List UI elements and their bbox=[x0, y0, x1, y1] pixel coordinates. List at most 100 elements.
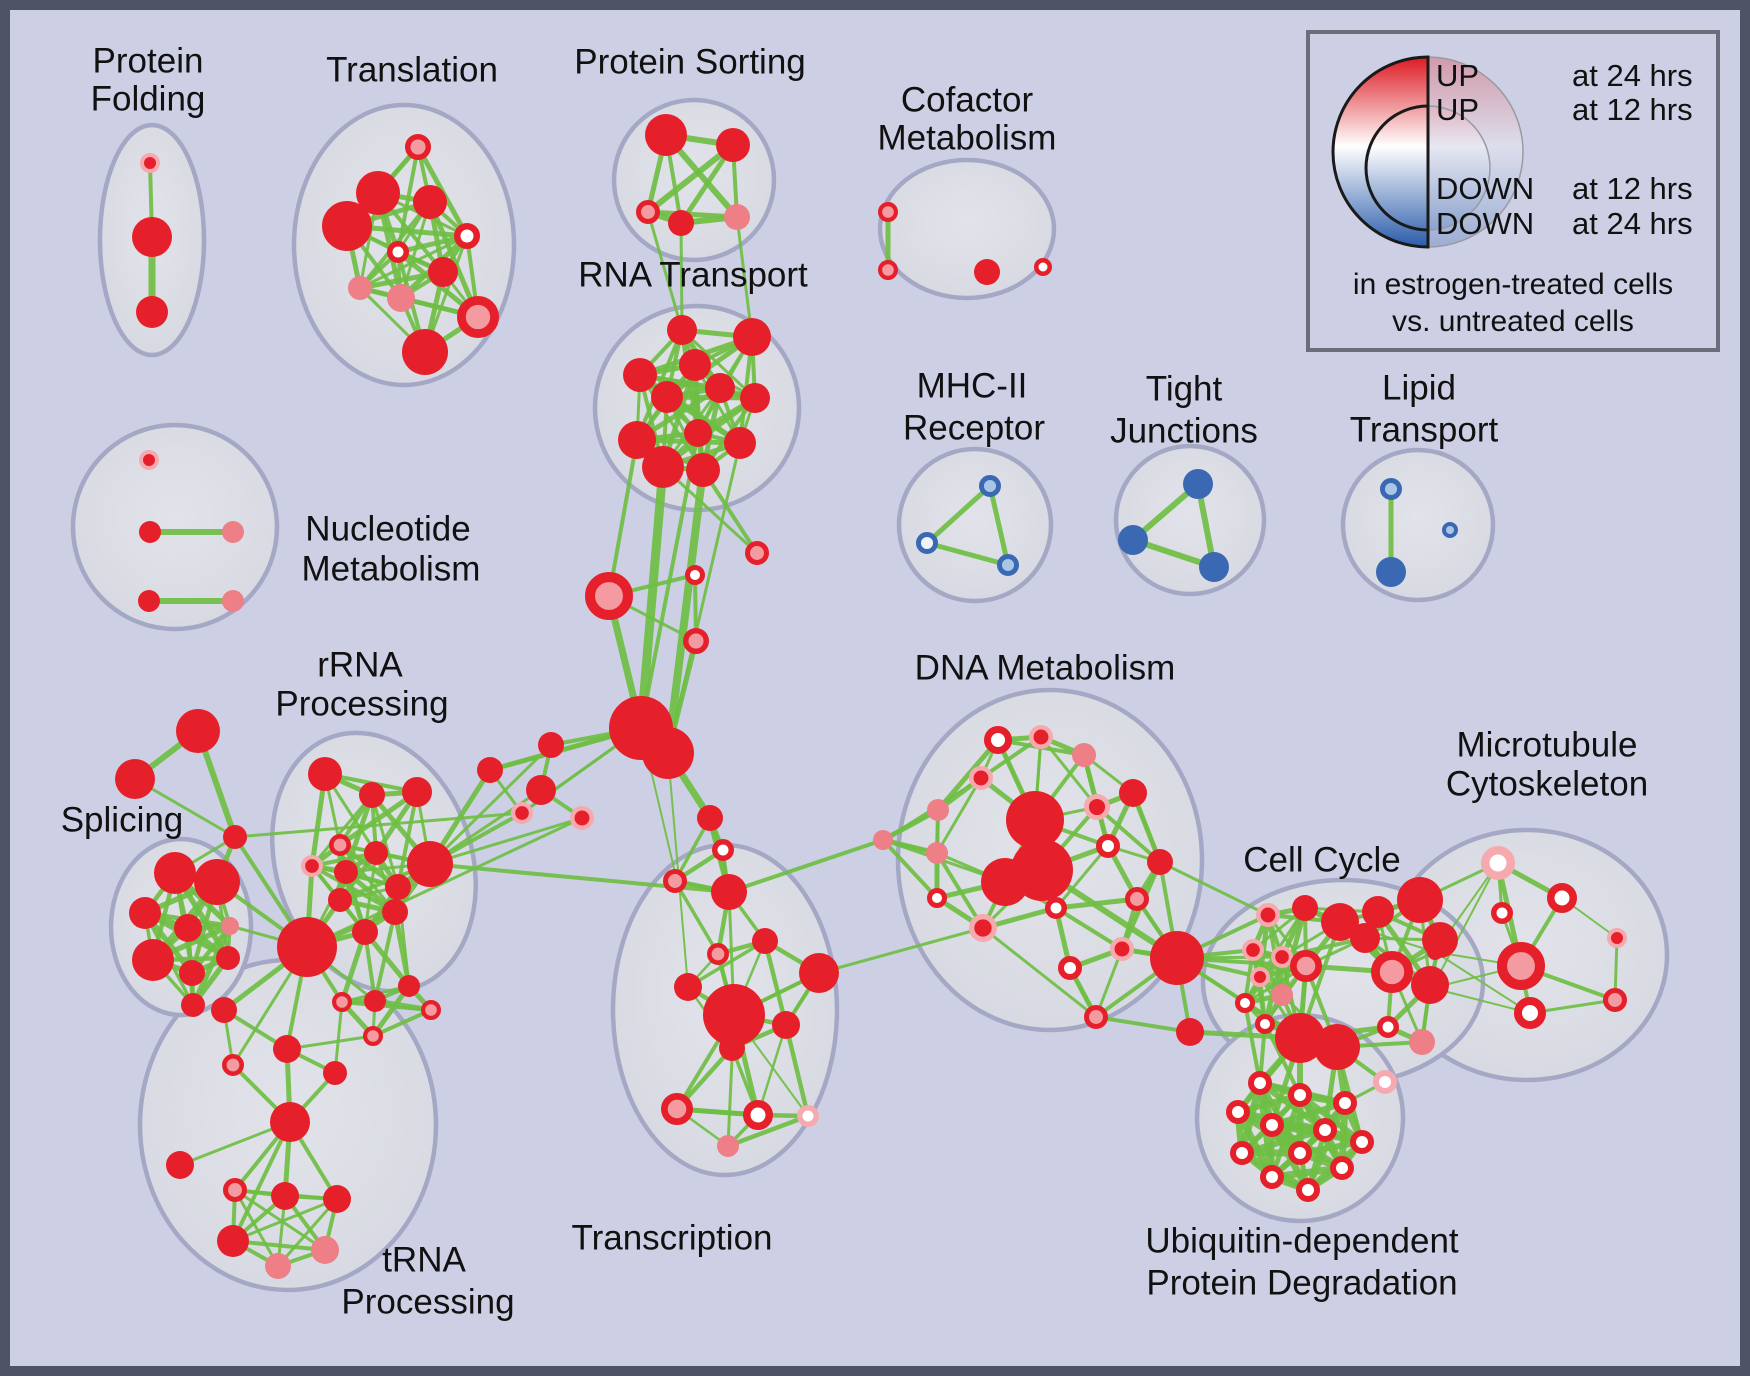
legend-caption: vs. untreated cells bbox=[1392, 305, 1634, 338]
gene-node-Rp bbox=[332, 991, 353, 1012]
gene-node-R bbox=[359, 782, 385, 808]
edge-rrna bbox=[337, 789, 420, 848]
edge-inter bbox=[428, 743, 553, 866]
cluster-ellipse-mhc bbox=[896, 446, 1054, 604]
gene-node-P bbox=[222, 521, 244, 543]
cluster-label-rna-transport: RNA Transport bbox=[578, 255, 808, 294]
cluster-label-dna: DNA Metabolism bbox=[915, 648, 1176, 687]
edge-rna-transport bbox=[680, 328, 757, 400]
gene-node-P bbox=[1409, 1029, 1435, 1055]
cluster-label-transcription: Transcription bbox=[572, 1218, 773, 1257]
gene-node-Rw bbox=[1547, 883, 1577, 913]
gene-node-pR bbox=[1256, 903, 1281, 928]
gene-node-R bbox=[684, 419, 712, 447]
gene-node-Rp bbox=[660, 1092, 693, 1125]
gene-node-Rw bbox=[1230, 1141, 1254, 1165]
gene-node-R bbox=[799, 953, 839, 993]
cluster-label-microtubule: Microtubule bbox=[1457, 725, 1638, 764]
edge-microtubule bbox=[1431, 862, 1499, 989]
gene-node-R bbox=[129, 897, 161, 929]
gene-node-P bbox=[717, 1135, 739, 1157]
gene-node-Rw bbox=[1260, 1165, 1284, 1189]
gene-node-R bbox=[176, 709, 220, 753]
cluster-label-lipid: Transport bbox=[1350, 410, 1499, 449]
edge-dna bbox=[979, 735, 1043, 780]
gene-node-Rw bbox=[387, 241, 409, 263]
edge-trna bbox=[231, 1120, 292, 1243]
cluster-label-ubiquitin: Protein Degradation bbox=[1146, 1263, 1457, 1302]
gene-node-R bbox=[174, 914, 202, 942]
cluster-label-rrna: Processing bbox=[275, 684, 448, 723]
gene-node-P bbox=[927, 799, 949, 821]
legend-time-label: at 12 hrs bbox=[1572, 171, 1693, 206]
gene-node-R bbox=[1119, 779, 1147, 807]
cluster-label-lipid: Lipid bbox=[1382, 368, 1456, 407]
cluster-label-microtubule: Cytoskeleton bbox=[1446, 764, 1648, 803]
gene-node-R bbox=[642, 446, 684, 488]
gene-node-R bbox=[181, 993, 205, 1017]
gene-node-R bbox=[1147, 849, 1173, 875]
gene-node-R bbox=[705, 373, 735, 403]
edge-inter bbox=[607, 438, 639, 598]
gene-node-R bbox=[308, 757, 342, 791]
gene-node-R bbox=[194, 859, 240, 905]
gene-node-R bbox=[166, 1151, 194, 1179]
edge-inter bbox=[679, 221, 684, 332]
edge-inter bbox=[646, 210, 684, 332]
nodes-layer bbox=[115, 114, 1628, 1279]
gene-node-Rw bbox=[454, 223, 480, 249]
gene-node-Rp bbox=[745, 541, 770, 566]
gene-node-pR bbox=[139, 450, 159, 470]
cluster-label-mhc: MHC-II bbox=[917, 366, 1028, 405]
gene-node-Rp bbox=[405, 133, 432, 160]
gene-node-R bbox=[716, 128, 750, 162]
gene-node-pR bbox=[511, 802, 534, 825]
gene-node-P bbox=[873, 830, 893, 850]
gene-node-R bbox=[711, 874, 747, 910]
gene-node-Rp bbox=[584, 571, 633, 620]
gene-node-Rw bbox=[1514, 997, 1546, 1029]
gene-node-R bbox=[216, 946, 240, 970]
gene-node-R bbox=[364, 990, 386, 1012]
gene-node-R bbox=[772, 1011, 800, 1039]
gene-node-P bbox=[221, 917, 239, 935]
edge-transcription bbox=[783, 1022, 811, 1119]
gene-node-R bbox=[1314, 1024, 1360, 1070]
gene-node-pR bbox=[1250, 967, 1270, 987]
gene-node-P bbox=[265, 1253, 291, 1279]
gene-node-Rp bbox=[328, 833, 351, 856]
gene-node-R bbox=[667, 315, 697, 345]
gene-node-R bbox=[1411, 966, 1449, 1004]
cluster-label-protein-sorting: Protein Sorting bbox=[574, 42, 806, 81]
gene-node-Rp bbox=[877, 260, 898, 281]
gene-node-Rp bbox=[636, 200, 661, 225]
gene-node-R bbox=[1150, 931, 1204, 985]
gene-node-Bw bbox=[915, 531, 938, 554]
gene-node-Rw bbox=[1255, 1014, 1275, 1034]
gene-node-R bbox=[538, 732, 564, 758]
gene-node-R bbox=[733, 318, 771, 356]
gene-node-P bbox=[387, 284, 415, 312]
gene-node-R bbox=[385, 874, 411, 900]
gene-node-B bbox=[1183, 469, 1213, 499]
legend: UP at 24 hrs UP at 12 hrs DOWN at 12 hrs DOWN a… bbox=[1306, 30, 1720, 352]
gene-node-R bbox=[703, 984, 765, 1046]
gene-node-pW bbox=[1481, 846, 1515, 880]
gene-node-R bbox=[752, 928, 778, 954]
edge-transcription bbox=[756, 1023, 788, 1117]
gene-node-R bbox=[686, 453, 720, 487]
edge-inter bbox=[233, 811, 524, 839]
legend-time-label: at 24 hrs bbox=[1572, 206, 1693, 241]
gene-node-Rw bbox=[1226, 1100, 1250, 1124]
cluster-label-trna: tRNA bbox=[382, 1240, 466, 1279]
gene-node-P bbox=[222, 590, 244, 612]
cluster-label-tight: Junctions bbox=[1110, 411, 1258, 450]
gene-node-R bbox=[223, 825, 247, 849]
legend-time-label: at 12 hrs bbox=[1572, 92, 1693, 127]
gene-node-R bbox=[724, 427, 756, 459]
gene-node-Rp bbox=[223, 1178, 248, 1203]
edge-dna bbox=[1094, 947, 1124, 1019]
legend-direction-label: DOWN bbox=[1436, 206, 1534, 241]
